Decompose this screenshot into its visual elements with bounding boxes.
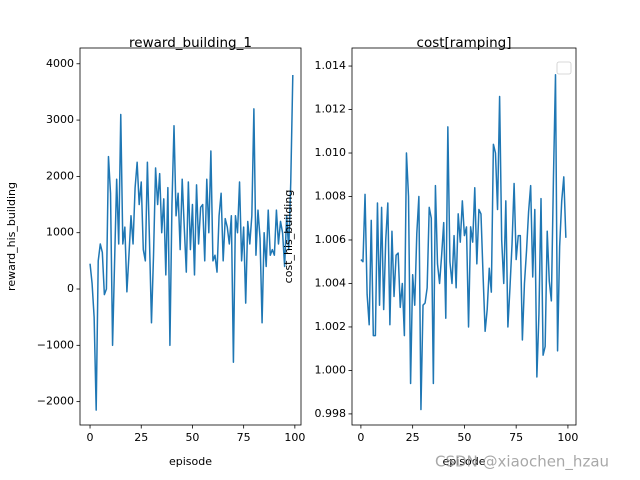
y-tick-label: 0.998: [315, 407, 347, 420]
y-tick-label: 1.002: [315, 320, 347, 333]
data-line: [360, 73, 567, 411]
data-line: [89, 75, 294, 411]
x-tick-label: 50: [457, 431, 471, 444]
x-axis-label: episode: [169, 455, 212, 468]
y-tick-label: 1.012: [315, 103, 347, 116]
y-tick-label: 1.000: [315, 363, 347, 376]
x-tick-label: 0: [87, 431, 94, 444]
y-tick-label: 4000: [46, 57, 74, 70]
y-tick-label: 1.010: [315, 146, 347, 159]
x-tick-label: 25: [406, 431, 420, 444]
watermark: CSDN @xiaochen_hzau: [435, 453, 609, 472]
x-tick-label: 25: [134, 431, 148, 444]
x-tick-label: 75: [237, 431, 251, 444]
y-tick-label: 1000: [46, 226, 74, 239]
y-tick-label: 1.006: [315, 233, 347, 246]
y-tick-label: 1.008: [315, 189, 347, 202]
x-tick-label: 100: [557, 431, 578, 444]
x-axis-label: episode: [442, 455, 485, 468]
axes-title: reward_building_1: [129, 35, 252, 51]
y-tick-label: 0: [67, 282, 74, 295]
y-tick-label: 3000: [46, 113, 74, 126]
y-axis-label: reward_his_building: [5, 182, 18, 291]
x-tick-label: 75: [509, 431, 523, 444]
y-axis-label: cost_his_building: [282, 190, 295, 284]
legend-box: [556, 61, 572, 75]
x-tick-label: 100: [284, 431, 305, 444]
axes-frame: [79, 47, 302, 426]
y-tick-label: −2000: [37, 395, 74, 408]
axes-title: cost[ramping]: [417, 35, 512, 51]
y-tick-label: 2000: [46, 169, 74, 182]
x-tick-label: 0: [357, 431, 364, 444]
y-tick-label: 1.004: [315, 276, 347, 289]
y-tick-label: 1.014: [315, 59, 347, 72]
x-tick-label: 50: [185, 431, 199, 444]
axes-frame: [351, 47, 577, 426]
y-tick-label: −1000: [37, 338, 74, 351]
